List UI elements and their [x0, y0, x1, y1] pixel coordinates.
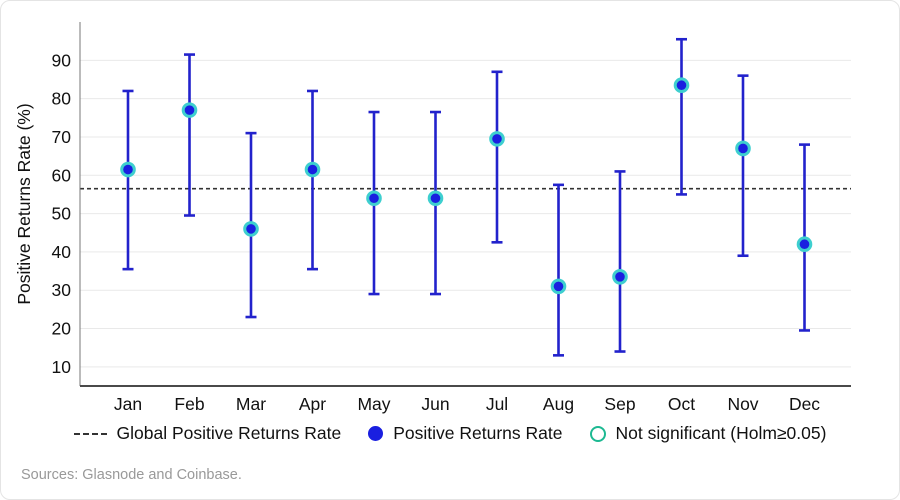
- chart-legend: Global Positive Returns Rate Positive Re…: [1, 423, 899, 444]
- legend-label-not-significant: Not significant (Holm≥0.05): [615, 423, 827, 443]
- y-tick-label: 30: [52, 280, 72, 300]
- chart-canvas: 10 20 30 40 50 60 70 80 90 Jan Feb Mar Apr May Jun Jul A…: [14, 22, 851, 414]
- legend-item-global-rate: Global Positive Returns Rate: [73, 423, 342, 444]
- y-tick-label: 20: [52, 319, 72, 339]
- legend-item-positive-returns: Positive Returns Rate: [368, 423, 563, 444]
- y-tick-label: 80: [52, 89, 72, 109]
- x-tick-label: Dec: [789, 394, 820, 414]
- y-tick-label: 60: [52, 165, 72, 185]
- data-point-marker: [427, 190, 444, 207]
- data-point-marker: [366, 190, 382, 207]
- data-point-marker: [796, 236, 813, 253]
- x-tick-label: Sep: [604, 394, 635, 414]
- data-point-marker: [243, 221, 259, 237]
- y-axis-title: Positive Returns Rate (%): [14, 103, 34, 304]
- x-tick-label: Mar: [236, 394, 266, 414]
- filled-dot-sample-icon: [368, 426, 384, 441]
- dashed-line-sample-icon: [73, 432, 107, 435]
- x-tick-label: Oct: [668, 394, 695, 414]
- legend-label-global-rate: Global Positive Returns Rate: [116, 423, 342, 443]
- data-point-marker: [550, 278, 567, 295]
- data-point-marker: [489, 131, 505, 147]
- data-point-marker: [735, 140, 751, 157]
- x-tick-label: Jan: [114, 394, 142, 414]
- y-tick-label: 90: [52, 50, 72, 70]
- x-tick-label: Jul: [486, 394, 508, 414]
- legend-label-positive-returns: Positive Returns Rate: [393, 423, 563, 443]
- legend-item-not-significant: Not significant (Holm≥0.05): [589, 423, 827, 444]
- data-point-marker: [304, 161, 321, 178]
- x-tick-label: Nov: [727, 394, 758, 414]
- plot-area: 10 20 30 40 50 60 70 80 90 Jan Feb Mar Apr May Jun Jul A…: [52, 22, 851, 414]
- data-point-marker: [673, 77, 690, 94]
- y-tick-label: 40: [52, 242, 72, 262]
- x-tick-label: Jun: [421, 394, 449, 414]
- x-tick-label: May: [357, 394, 390, 414]
- data-point-marker: [120, 161, 136, 178]
- x-tick-label: Apr: [299, 394, 326, 414]
- data-point-marker: [612, 269, 628, 285]
- x-tick-label: Feb: [174, 394, 204, 414]
- data-point-marker: [181, 102, 198, 118]
- x-tick-label: Aug: [543, 394, 574, 414]
- y-tick-label: 70: [52, 127, 72, 147]
- y-tick-label: 10: [52, 357, 72, 377]
- open-circle-sample-icon: [589, 425, 606, 442]
- source-note: Sources: Glasnode and Coinbase.: [21, 467, 242, 483]
- y-tick-label: 50: [52, 204, 72, 224]
